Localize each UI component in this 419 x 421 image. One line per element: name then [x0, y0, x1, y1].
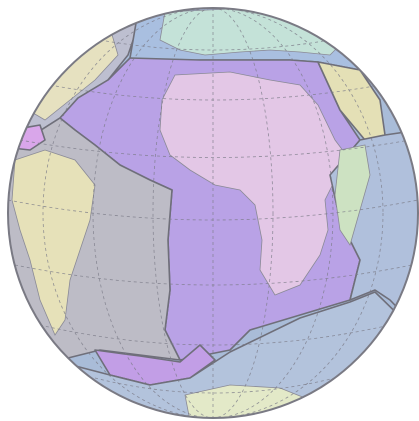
- parallel-line: [8, 199, 418, 221]
- parallel-line: [99, 39, 331, 51]
- graticule: [8, 8, 418, 418]
- parallel-line: [14, 264, 413, 286]
- parallel-line: [49, 84, 381, 101]
- meridian-line: [152, 8, 274, 418]
- parallel-line: [39, 324, 391, 346]
- africa-land: [159, 71, 351, 296]
- globe-outline: [7, 7, 419, 419]
- parallel-line: [94, 377, 336, 394]
- south-america-land: [11, 149, 96, 336]
- meridian-line: [42, 8, 384, 418]
- europe-land: [159, 8, 346, 56]
- madagascar-region: [334, 144, 371, 246]
- parallel-line: [19, 139, 411, 158]
